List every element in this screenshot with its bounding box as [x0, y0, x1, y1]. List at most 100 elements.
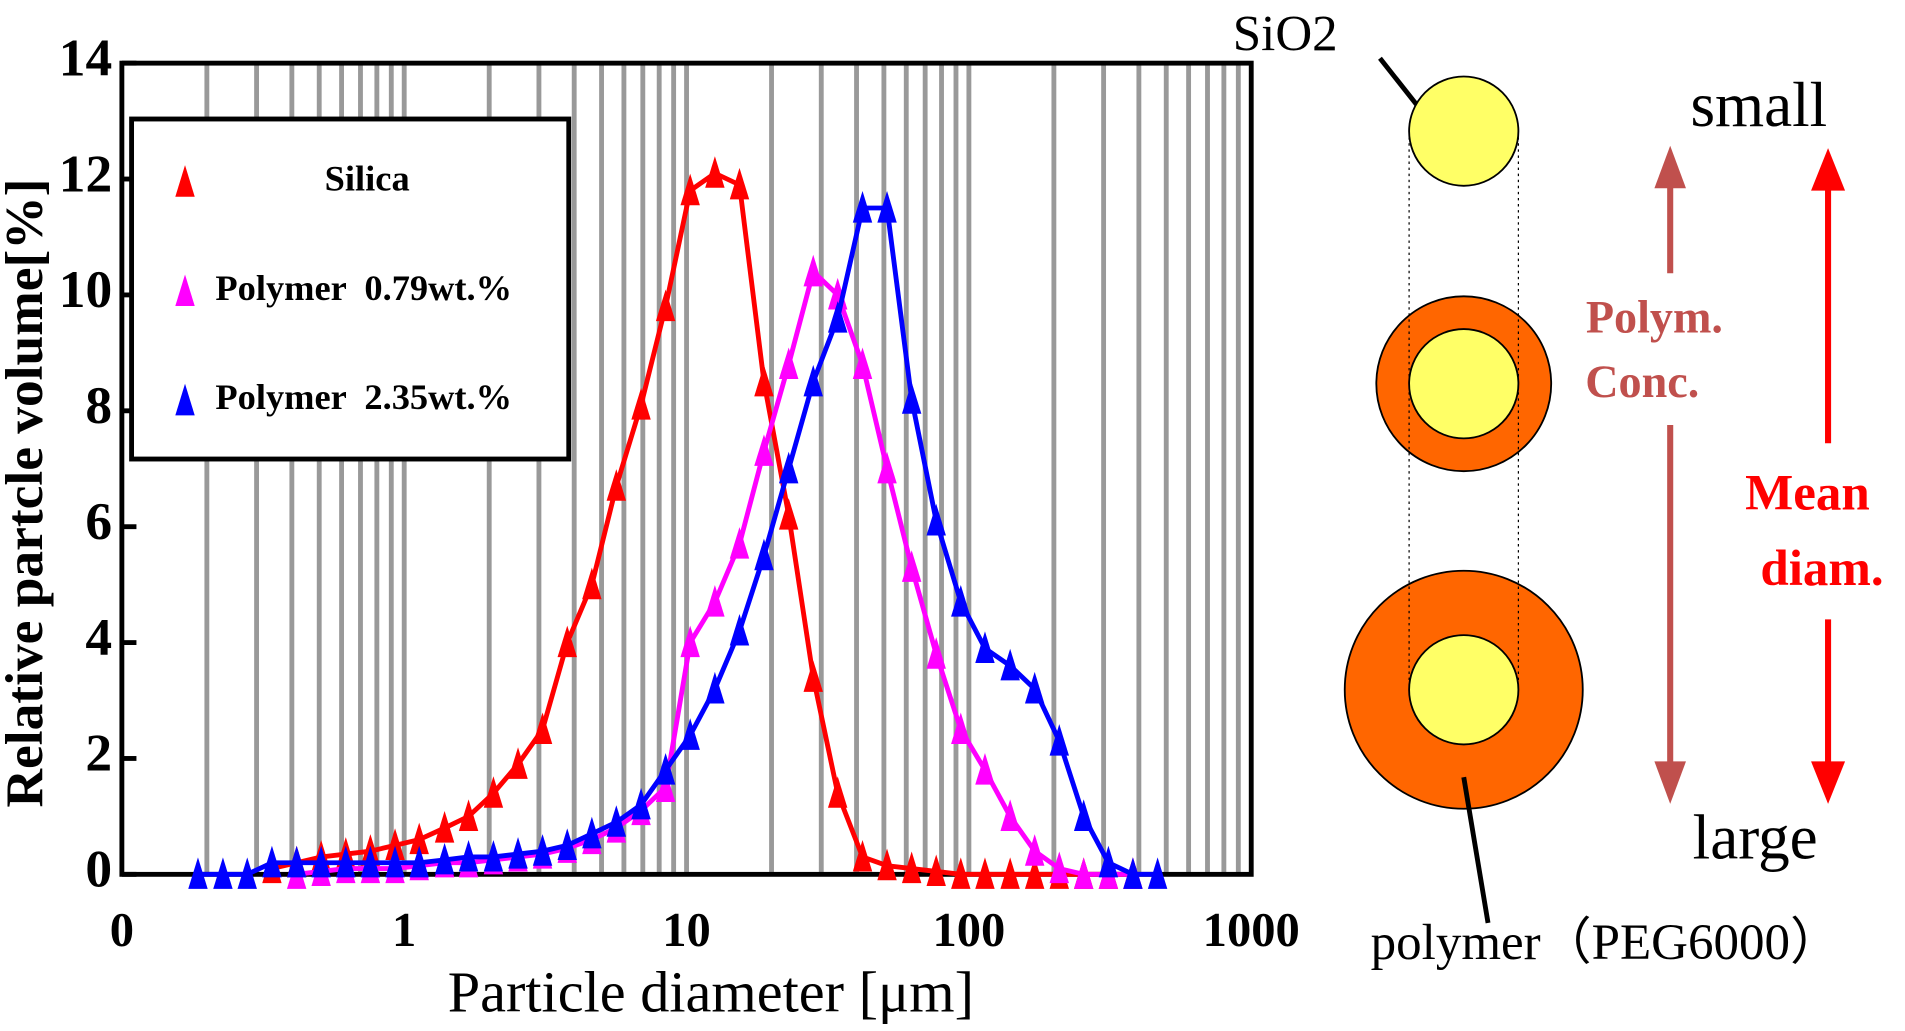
- marker: [729, 167, 750, 200]
- marker: [975, 857, 995, 889]
- marker: [754, 364, 774, 397]
- marker: [262, 845, 282, 878]
- marker: [213, 857, 233, 889]
- y-axis-label: Relative partcle volume[%]: [0, 179, 54, 808]
- marker: [385, 828, 405, 860]
- marker: [754, 538, 774, 571]
- marker: [1098, 845, 1119, 878]
- legend-marker: [175, 274, 195, 307]
- marker: [852, 191, 873, 223]
- plot-frame: [119, 60, 1254, 877]
- x-tick-label: 1000: [1203, 903, 1300, 957]
- marker: [951, 857, 971, 889]
- marker: [901, 550, 922, 582]
- left-arrow-label: Conc.: [1585, 356, 1699, 407]
- marker: [877, 451, 897, 484]
- marker: [1073, 857, 1094, 889]
- arrow-head: [1811, 761, 1846, 804]
- marker: [557, 625, 577, 658]
- marker: [803, 364, 823, 397]
- marker: [901, 851, 922, 884]
- marker: [975, 631, 995, 663]
- marker: [827, 776, 848, 808]
- marker: [582, 567, 602, 600]
- marker: [803, 660, 823, 692]
- marker: [877, 191, 897, 223]
- marker: [803, 254, 823, 287]
- marker: [705, 671, 725, 704]
- marker: [877, 848, 897, 881]
- marker: [1024, 834, 1045, 866]
- marker: [483, 839, 504, 872]
- legend-label: Polymer 2.35wt.%: [215, 377, 512, 417]
- arrow-head: [1654, 145, 1686, 189]
- left-arrow-label: Polym.: [1586, 291, 1723, 342]
- marker: [458, 799, 479, 831]
- x-axis-label: Particle diameter [μm]: [448, 960, 974, 1025]
- marker: [409, 822, 429, 855]
- y-tick-label: 14: [59, 27, 112, 87]
- marker: [237, 857, 257, 889]
- marker: [852, 839, 873, 872]
- core-mid: [1408, 328, 1520, 440]
- marker: [434, 810, 455, 843]
- right-arrow-label: diam.: [1760, 541, 1883, 597]
- chart: 0 1 10 100 1000 0 2 4 6 8 10 12 14 Particle diameter …: [0, 27, 1300, 1024]
- core-small: [1408, 75, 1520, 187]
- y-tick-label: 12: [59, 143, 112, 203]
- marker: [951, 712, 971, 745]
- marker: [532, 712, 553, 745]
- y-tick-label: 10: [59, 259, 112, 319]
- marker: [286, 845, 307, 878]
- core-large: [1408, 634, 1520, 746]
- marker: [1000, 857, 1020, 889]
- marker: [680, 625, 700, 658]
- marker: [1024, 671, 1045, 704]
- marker: [705, 585, 725, 617]
- marker: [311, 845, 331, 878]
- y-tick-label: 2: [85, 723, 112, 783]
- shell-label: polymer（PEG6000）: [1371, 915, 1841, 971]
- marker: [975, 753, 995, 785]
- top-label: small: [1690, 70, 1827, 140]
- marker: [1000, 799, 1020, 831]
- y-tick-label: 8: [85, 375, 112, 435]
- marker: [778, 498, 799, 530]
- marker: [778, 347, 799, 380]
- marker: [655, 289, 676, 322]
- legend-label: Polymer 0.79wt.%: [215, 268, 512, 308]
- marker: [655, 753, 676, 785]
- marker: [827, 301, 848, 333]
- marker: [606, 469, 627, 501]
- marker: [852, 347, 873, 380]
- legend-label: Silica: [325, 159, 410, 199]
- marker: [1049, 851, 1069, 884]
- marker: [508, 837, 528, 869]
- y-tick-label: 0: [85, 839, 112, 899]
- x-tick-label: 100: [932, 903, 1005, 957]
- marker: [778, 451, 799, 484]
- marker: [385, 845, 405, 878]
- series-line: [197, 205, 1158, 877]
- marker: [926, 503, 946, 536]
- marker: [582, 816, 602, 849]
- x-tick-label: 0: [110, 903, 134, 957]
- marker: [1123, 857, 1143, 889]
- marker: [729, 613, 750, 646]
- marker: [606, 805, 627, 837]
- pointer: [1461, 776, 1491, 924]
- bottom-label: large: [1693, 802, 1818, 872]
- marker: [1073, 799, 1094, 831]
- marker: [336, 845, 356, 878]
- right-arrow-label: Mean: [1745, 466, 1870, 522]
- marker: [705, 156, 725, 188]
- marker: [655, 770, 676, 803]
- marker: [951, 585, 971, 617]
- legend-marker: [175, 165, 195, 197]
- arrow-head: [1654, 761, 1686, 804]
- marker: [434, 842, 455, 875]
- arrow-head: [1811, 148, 1846, 191]
- marker: [1000, 648, 1020, 681]
- diagram: SiO2 small large polymer（PEG6000） Polym.…: [1233, 7, 1884, 971]
